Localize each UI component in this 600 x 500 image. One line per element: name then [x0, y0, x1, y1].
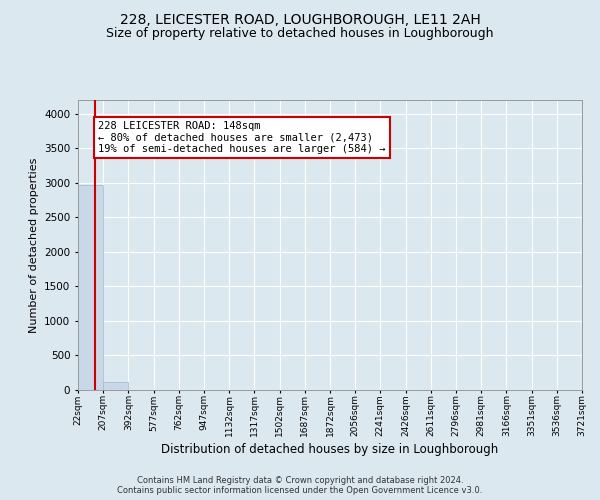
Text: 228 LEICESTER ROAD: 148sqm
← 80% of detached houses are smaller (2,473)
19% of s: 228 LEICESTER ROAD: 148sqm ← 80% of deta…	[98, 120, 385, 154]
Bar	[78, 185, 103, 390]
Y-axis label: Number of detached properties: Number of detached properties	[29, 158, 38, 332]
Text: Size of property relative to detached houses in Loughborough: Size of property relative to detached ho…	[106, 28, 494, 40]
X-axis label: Distribution of detached houses by size in Loughborough: Distribution of detached houses by size …	[161, 443, 499, 456]
Text: Contains HM Land Registry data © Crown copyright and database right 2024.
Contai: Contains HM Land Registry data © Crown c…	[118, 476, 482, 495]
Text: 228, LEICESTER ROAD, LOUGHBOROUGH, LE11 2AH: 228, LEICESTER ROAD, LOUGHBOROUGH, LE11 …	[119, 12, 481, 26]
Bar	[103, 382, 128, 390]
